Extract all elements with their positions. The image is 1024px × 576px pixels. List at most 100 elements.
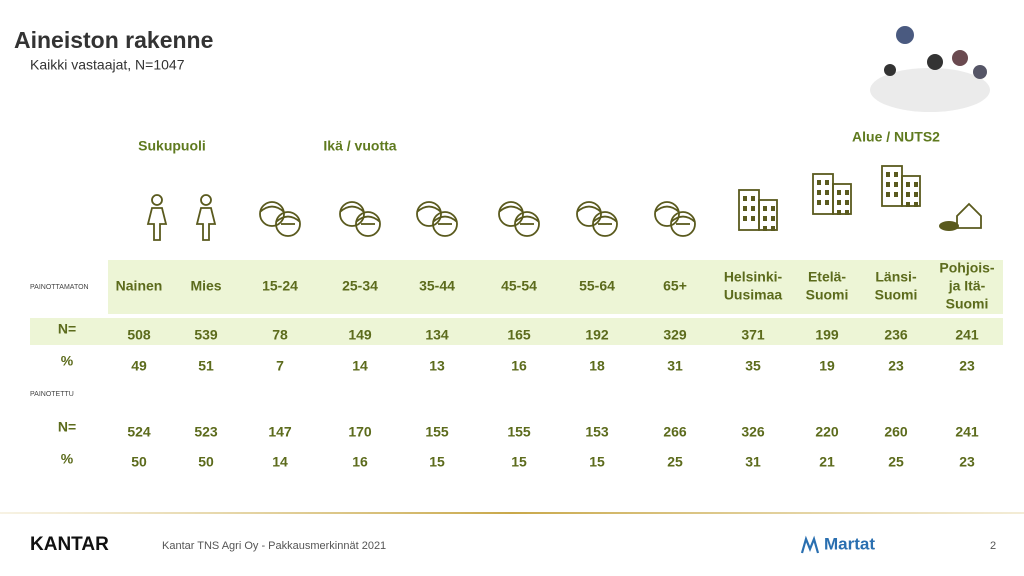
icon-part: [837, 200, 841, 205]
column-header: ja Itä-: [948, 278, 986, 294]
cell: 16: [511, 358, 527, 374]
cell: 35: [745, 358, 761, 374]
partner: Martat: [824, 534, 875, 553]
icon-part: [670, 211, 696, 237]
column-header: Suomi: [946, 296, 989, 312]
icon-part: [751, 206, 755, 211]
icon-part: [416, 205, 442, 213]
cell: 241: [955, 327, 979, 343]
cell: 18: [589, 358, 605, 374]
icon-part: [906, 202, 910, 207]
icon-part: [654, 201, 680, 227]
cell: 266: [663, 424, 687, 440]
cell: 50: [131, 454, 147, 470]
cell: 15: [589, 454, 605, 470]
cell: 539: [194, 327, 218, 343]
cell: 14: [272, 454, 288, 470]
icon-part: [743, 216, 747, 221]
column-header: Länsi-: [875, 269, 917, 285]
cell: 523: [194, 424, 218, 440]
icon-part: [592, 211, 618, 237]
cell: 329: [663, 327, 687, 343]
icon-part: [837, 190, 841, 195]
icon: [812, 173, 852, 215]
icon-part: [355, 211, 381, 237]
icon: [498, 201, 540, 237]
icon-part: [894, 192, 898, 197]
group-label: Sukupuoli: [138, 138, 206, 154]
icon-part: [275, 211, 301, 237]
icon-part: [200, 194, 212, 206]
column-header: Pohjois-: [939, 260, 995, 276]
icon-part: [738, 189, 760, 231]
header-band: [108, 260, 1003, 314]
icon: [576, 201, 618, 237]
icon-part: [832, 183, 852, 215]
icon: [738, 189, 778, 231]
subtitle: Kaikki vastaajat, N=1047: [30, 57, 185, 73]
icon-part: [881, 165, 903, 207]
icon-part: [845, 210, 849, 215]
cell: 51: [198, 358, 214, 374]
group-label: Ikä / vuotta: [323, 138, 396, 154]
icon-part: [817, 200, 821, 205]
icon-part: [886, 172, 890, 177]
icon-part: [146, 207, 168, 241]
page-number: 2: [990, 540, 996, 552]
icon-part: [763, 206, 767, 211]
column-header: 55-64: [579, 278, 615, 294]
cell: 155: [507, 424, 531, 440]
icon-part: [956, 202, 982, 229]
icon-part: [339, 205, 365, 213]
row-label: N=: [58, 321, 76, 337]
icon-part: [914, 202, 918, 207]
icon-part: [825, 200, 829, 205]
icon-part: [195, 207, 217, 241]
cell: 14: [352, 358, 368, 374]
cell: 192: [585, 327, 609, 343]
icon-part: [751, 196, 755, 201]
icon-part: [906, 182, 910, 187]
cell: 31: [667, 358, 683, 374]
icon-part: [514, 215, 540, 223]
icon: [195, 194, 217, 241]
section-label: PAINOTETTU: [30, 391, 74, 398]
row-label: %: [61, 451, 74, 467]
footer-line: [0, 512, 1024, 514]
cell: 31: [745, 454, 761, 470]
cell: 326: [741, 424, 765, 440]
cell: 23: [888, 358, 904, 374]
icon-part: [432, 215, 458, 223]
cell: 23: [959, 454, 975, 470]
icon-part: [763, 216, 767, 221]
icon-part: [339, 201, 365, 227]
icon-part: [743, 206, 747, 211]
photo: [870, 26, 990, 112]
group-label: Alue / NUTS2: [852, 129, 940, 145]
icon-part: [592, 215, 618, 223]
icon-part: [259, 201, 285, 227]
cell: 199: [815, 327, 839, 343]
icon-part: [825, 190, 829, 195]
icon: [259, 201, 301, 237]
icon-part: [901, 175, 921, 207]
cell: 25: [888, 454, 904, 470]
icon-part: [845, 190, 849, 195]
column-header: Suomi: [875, 287, 918, 303]
icon: [881, 165, 921, 207]
n-band: [30, 318, 1003, 345]
footer-text: Kantar TNS Agri Oy - Pakkausmerkinnät 20…: [162, 540, 386, 552]
icon-part: [355, 215, 381, 223]
icon-part: [837, 210, 841, 215]
icon-part: [576, 205, 602, 213]
icon-part: [758, 199, 778, 231]
column-header: 65+: [663, 278, 687, 294]
cell: 149: [348, 327, 372, 343]
icon-part: [817, 190, 821, 195]
partner-logo: [800, 535, 820, 554]
icon-part: [886, 182, 890, 187]
icon-part: [151, 194, 163, 206]
cell: 236: [884, 327, 908, 343]
icon: [339, 201, 381, 237]
cell: 508: [127, 327, 151, 343]
